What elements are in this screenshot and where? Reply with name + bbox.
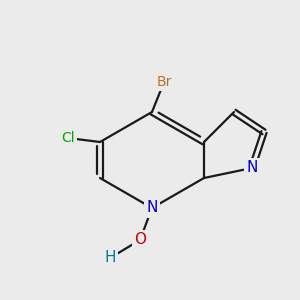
Text: N: N (246, 160, 258, 175)
Text: H: H (104, 250, 116, 266)
Text: N: N (146, 200, 158, 215)
Text: O: O (134, 232, 146, 247)
Text: Cl: Cl (61, 131, 75, 145)
Text: Br: Br (156, 75, 172, 89)
